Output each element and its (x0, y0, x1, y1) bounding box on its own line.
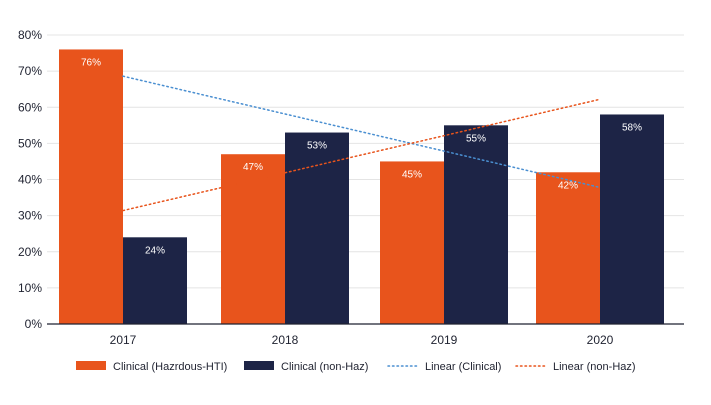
y-tick-label: 10% (18, 281, 42, 295)
y-tick-label: 60% (18, 100, 42, 114)
x-tick-label: 2020 (587, 333, 614, 347)
data-label: 45% (402, 169, 422, 180)
y-tick-label: 70% (18, 64, 42, 78)
bar (285, 132, 349, 324)
bar (221, 154, 285, 324)
x-tick-label: 2019 (431, 333, 458, 347)
legend-label: Clinical (non-Haz) (281, 361, 368, 373)
data-label: 76% (81, 57, 101, 68)
bars (59, 49, 664, 324)
data-labels: 76% 24% 47% 53% 45% 55% 42% 58% (81, 57, 642, 256)
data-label: 47% (243, 162, 263, 173)
x-tick-label: 2017 (110, 333, 137, 347)
y-tick-label: 40% (18, 173, 42, 187)
y-tick-label: 80% (18, 28, 42, 42)
y-tick-label: 20% (18, 245, 42, 259)
data-label: 58% (622, 122, 642, 133)
data-label: 55% (466, 133, 486, 144)
bar (536, 172, 600, 324)
bar (444, 125, 508, 324)
data-label: 24% (145, 245, 165, 256)
legend: Clinical (Hazrdous-HTI) Clinical (non-Haz… (76, 361, 636, 373)
data-label: 53% (307, 141, 327, 152)
legend-label: Linear (Clinical) (425, 361, 501, 373)
bar (380, 161, 444, 324)
y-tick-label: 30% (18, 209, 42, 223)
x-axis-tick-labels: 2017 2018 2019 2020 (110, 333, 614, 347)
bar (600, 114, 664, 324)
legend-label: Linear (non-Haz) (553, 361, 636, 373)
legend-swatch (76, 361, 106, 370)
trendlines (122, 75, 601, 212)
trendline (122, 75, 601, 189)
trendline (122, 98, 601, 212)
y-axis-tick-labels: 0% 10% 20% 30% 40% 50% 60% 70% 80% (18, 28, 42, 331)
legend-swatch (244, 361, 274, 370)
y-tick-label: 50% (18, 136, 42, 150)
x-tick-label: 2018 (272, 333, 299, 347)
data-label: 42% (558, 180, 578, 191)
legend-label: Clinical (Hazrdous-HTI) (113, 361, 227, 373)
bar (123, 237, 187, 324)
y-tick-label: 0% (25, 317, 43, 331)
bar (59, 49, 123, 324)
